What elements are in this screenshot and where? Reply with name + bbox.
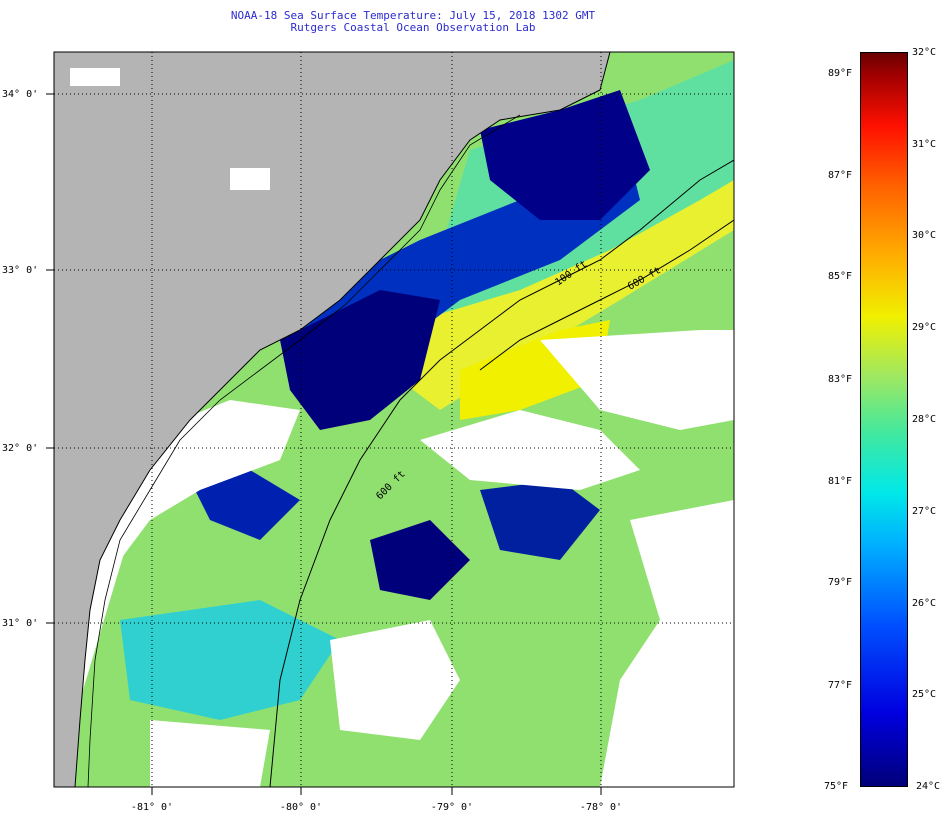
land-cloud-patch xyxy=(70,68,120,86)
scale-f-83: 83°F xyxy=(828,374,853,385)
sst-patch-cold xyxy=(280,290,440,430)
plot-frame xyxy=(53,51,735,788)
land-mass xyxy=(54,52,610,787)
scale-c-28: 28°C xyxy=(912,414,937,425)
sst-patch-cyan-sw xyxy=(120,600,340,720)
scale-c-24: 24°C xyxy=(916,781,941,792)
scale-c-31: 31°C xyxy=(912,139,937,150)
axis-ticks xyxy=(46,93,602,795)
scale-f-79: 79°F xyxy=(828,577,853,588)
coastline xyxy=(74,52,611,787)
map-subtitle: Rutgers Coastal Ocean Observation Lab xyxy=(290,21,536,34)
scale-c-26: 26°C xyxy=(912,598,937,609)
sst-patch-warm-band xyxy=(400,180,734,410)
scale-c-27: 27°C xyxy=(912,506,937,517)
scale-f-77: 77°F xyxy=(828,680,853,691)
sst-patch-cold-south xyxy=(370,520,470,600)
scale-f-81: 81°F xyxy=(828,476,853,487)
lat-label-34: 34° 0' xyxy=(2,89,38,100)
isobath-600-line xyxy=(479,219,734,371)
sst-patch-blue-south xyxy=(480,480,600,560)
scale-c-29: 29°C xyxy=(912,322,937,333)
cloud-east xyxy=(540,330,734,430)
scale-c-25: 25°C xyxy=(912,689,937,700)
scale-f-87: 87°F xyxy=(828,170,853,181)
scale-f-85: 85°F xyxy=(828,271,853,282)
map-title: NOAA-18 Sea Surface Temperature: July 15… xyxy=(230,9,596,22)
lon-label-79: -79° 0' xyxy=(431,802,473,813)
sst-patch-blue-west xyxy=(190,470,300,540)
scale-c-30: 30°C xyxy=(912,230,937,241)
isobath-line xyxy=(269,159,734,787)
cloud-south xyxy=(330,620,460,740)
land-cloud-patch-2 xyxy=(230,168,270,190)
lon-label-80: -80° 0' xyxy=(280,802,322,813)
lat-label-31: 31° 0' xyxy=(2,618,38,629)
lat-label-33: 33° 0' xyxy=(2,265,38,276)
scale-f-75: 75°F xyxy=(824,781,849,792)
inner-contour xyxy=(87,114,521,787)
lon-label-81: -81° 0' xyxy=(131,802,173,813)
cloud-southwest xyxy=(150,720,270,787)
scale-c-32: 32°C xyxy=(912,47,937,58)
graticule xyxy=(54,52,734,787)
lat-label-32: 32° 0' xyxy=(2,443,38,454)
scale-f-89: 89°F xyxy=(828,68,853,79)
sst-patch-cold-north xyxy=(480,90,650,220)
lon-label-78: -78° 0' xyxy=(580,802,622,813)
cloud-center xyxy=(420,410,640,490)
color-scale-bar xyxy=(860,52,908,787)
cloud-southeast xyxy=(600,500,734,787)
